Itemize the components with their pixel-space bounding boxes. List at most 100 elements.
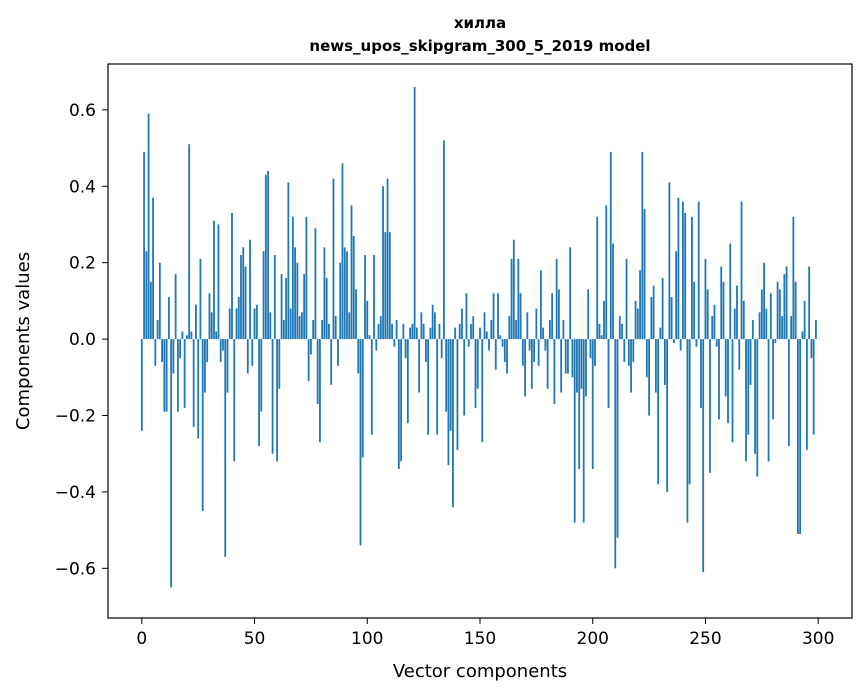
bar bbox=[364, 255, 366, 340]
bar bbox=[641, 151, 644, 340]
bar bbox=[348, 312, 351, 340]
x-axis-ticks: 0 50 100 150 200 250 300 bbox=[136, 618, 834, 649]
bar bbox=[249, 239, 251, 340]
bar bbox=[391, 323, 393, 340]
bar bbox=[188, 144, 191, 340]
bar bbox=[544, 339, 547, 351]
bar bbox=[319, 339, 321, 443]
bar bbox=[537, 339, 540, 366]
bar bbox=[576, 339, 578, 393]
y-tick-label: 0.2 bbox=[69, 254, 96, 274]
bar bbox=[143, 151, 145, 340]
bar bbox=[686, 339, 689, 523]
bar bbox=[596, 216, 599, 340]
bar bbox=[409, 327, 412, 340]
bar bbox=[515, 319, 517, 340]
bar bbox=[501, 339, 504, 347]
bar bbox=[456, 339, 459, 450]
bar bbox=[181, 331, 184, 340]
bar bbox=[589, 339, 592, 359]
bar bbox=[438, 323, 441, 340]
bar bbox=[607, 339, 610, 408]
bar bbox=[625, 258, 628, 340]
bar bbox=[235, 308, 238, 340]
bar bbox=[639, 270, 641, 340]
x-axis-label: Vector components bbox=[393, 661, 567, 682]
bar bbox=[585, 339, 587, 397]
bar bbox=[443, 140, 445, 340]
bar bbox=[510, 258, 513, 340]
bar bbox=[422, 323, 425, 340]
bar bbox=[519, 293, 522, 340]
bar bbox=[323, 247, 326, 340]
bar bbox=[555, 258, 558, 340]
bar bbox=[652, 285, 655, 340]
bar bbox=[463, 339, 466, 416]
bar bbox=[357, 339, 360, 374]
bar bbox=[609, 151, 612, 340]
bar bbox=[564, 339, 567, 374]
bar bbox=[201, 339, 204, 512]
bar bbox=[337, 339, 339, 366]
bar bbox=[219, 339, 222, 363]
bar bbox=[745, 339, 747, 462]
bar bbox=[792, 216, 795, 340]
bar bbox=[382, 186, 384, 340]
bar bbox=[161, 339, 164, 363]
bar bbox=[801, 331, 804, 340]
bar bbox=[197, 339, 200, 439]
bar bbox=[578, 339, 581, 469]
bar bbox=[192, 339, 195, 427]
bar bbox=[481, 339, 484, 443]
bar bbox=[350, 205, 353, 340]
bar bbox=[488, 339, 490, 351]
bar bbox=[375, 339, 378, 351]
bar bbox=[429, 327, 432, 340]
bar bbox=[343, 247, 346, 340]
bar bbox=[794, 281, 797, 340]
bar bbox=[648, 339, 650, 416]
bar bbox=[287, 182, 290, 340]
bar bbox=[729, 243, 732, 340]
bar bbox=[713, 304, 716, 340]
bar bbox=[551, 293, 554, 340]
bar bbox=[526, 312, 529, 340]
bar bbox=[474, 339, 477, 408]
bar bbox=[213, 220, 215, 340]
bar bbox=[183, 339, 186, 408]
bar bbox=[413, 86, 416, 340]
bar bbox=[796, 339, 799, 534]
x-tick-label: 250 bbox=[689, 629, 721, 649]
bar bbox=[339, 262, 342, 340]
bar bbox=[630, 339, 632, 393]
bar bbox=[542, 327, 545, 340]
bar bbox=[754, 339, 756, 454]
bar bbox=[499, 335, 502, 340]
bar bbox=[260, 339, 263, 412]
y-tick-label: 0.6 bbox=[69, 101, 96, 121]
bar bbox=[756, 339, 759, 477]
bar bbox=[616, 339, 619, 538]
bar bbox=[740, 201, 743, 340]
bar bbox=[163, 339, 166, 412]
bar bbox=[165, 339, 168, 412]
bar bbox=[763, 262, 765, 340]
bar bbox=[415, 327, 418, 340]
bar bbox=[467, 339, 470, 347]
bar bbox=[778, 289, 781, 340]
bar bbox=[251, 339, 254, 366]
bar bbox=[751, 319, 754, 340]
bar bbox=[636, 308, 639, 340]
bar bbox=[233, 339, 236, 462]
bar bbox=[612, 243, 614, 340]
bar bbox=[402, 323, 405, 340]
bar bbox=[492, 293, 495, 340]
bar bbox=[440, 339, 443, 359]
bar bbox=[470, 323, 472, 340]
bar bbox=[352, 235, 355, 340]
bar bbox=[718, 339, 720, 420]
bar bbox=[240, 255, 242, 340]
bar bbox=[621, 323, 623, 340]
bar bbox=[170, 339, 173, 588]
bar bbox=[174, 274, 177, 340]
